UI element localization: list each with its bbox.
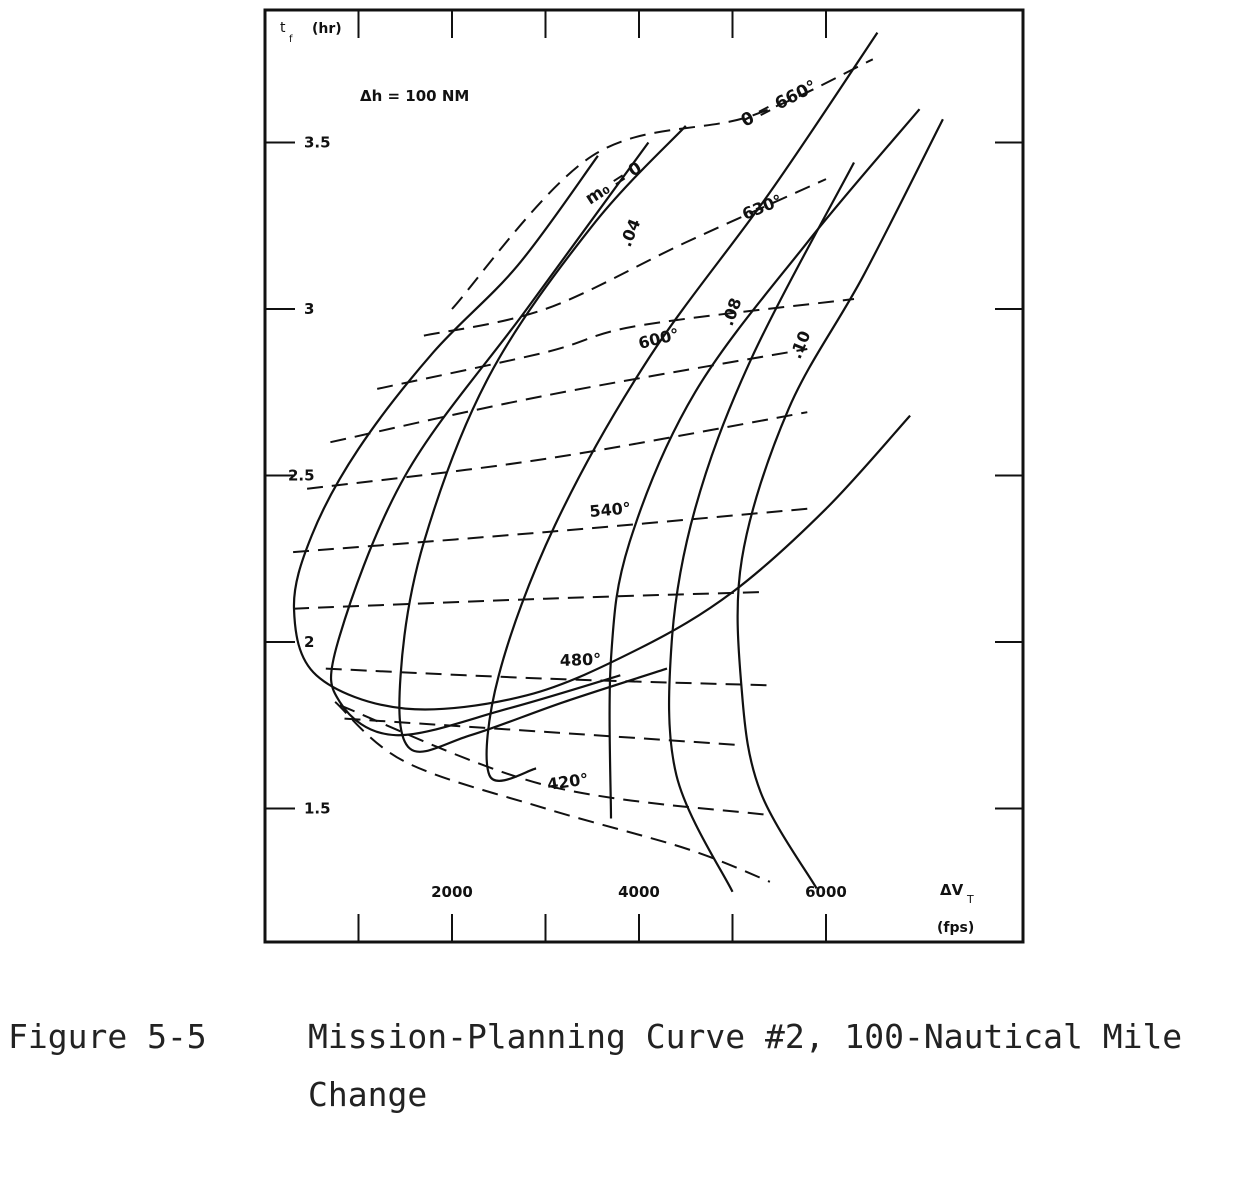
annotation-540: 540° [589,498,632,521]
x-tick-label-0: 2000 [431,883,473,901]
annotation-04: .04 [616,216,644,249]
dashed-curves [293,58,874,883]
solid-series-line-0 [292,155,911,711]
y-axis-unit: (hr) [312,21,342,37]
axis-ticks [265,10,1023,942]
solid-series-line-4 [608,108,921,819]
dashed-series-line-9 [423,178,827,337]
solid-series-line-3 [485,31,879,782]
dashed-series-line-7 [330,348,808,444]
annotation-420: 420° [546,769,590,794]
x-axis-label: ΔV [940,881,964,899]
solid-curves [292,31,944,893]
dashed-series-line-8 [376,298,855,390]
y-tick-label-2: 2.5 [288,467,315,485]
annotation-600: 600° [636,324,681,352]
y-axis-label-sub: f [289,34,293,45]
y-tick-label-0: 1.5 [304,800,331,818]
figure-number: Figure 5-5 [8,1017,207,1056]
solid-series-line-5 [667,161,855,893]
dashed-curves-label: θ = 660° [738,77,820,132]
solid-series-line-6 [736,118,944,889]
solid-series-line-1 [329,141,650,737]
annotation-10: .10 [786,328,814,361]
solid-series-line-2 [398,125,687,753]
chart-canvas: 2000 4000 6000 1.5 2 2.5 3 3.5 t f (hr) ΔV T (f… [263,8,1025,944]
y-tick-label-1: 2 [304,633,314,651]
dashed-series-line-3 [325,667,770,687]
dashed-series-line-2 [344,717,742,747]
dashed-series-line-5 [293,507,808,554]
y-tick-label-4: 3.5 [304,134,331,152]
dashed-series-line-4 [293,591,761,610]
annotation-630: 630° [739,191,785,224]
figure-caption: Figure 5-5 Mission-Planning Curve #2, 10… [8,1008,1182,1182]
condition-label: Δh = 100 NM [360,87,469,105]
x-axis-label-sub: T [966,893,974,906]
tick-labels: 2000 4000 6000 1.5 2 2.5 3 3.5 [288,134,847,902]
dashed-series-line-6 [306,411,808,490]
annotation-08: .08 [718,295,746,328]
annotation-480: 480° [559,650,601,670]
dashed-series-line-10 [451,58,874,310]
dashed-series-line-0 [334,701,771,883]
x-tick-label-1: 4000 [618,883,660,901]
y-tick-label-3: 3 [304,300,314,318]
dashed-series-line-1 [339,704,771,817]
y-axis-label: t [280,20,286,36]
figure-title: Mission-Planning Curve #2, 100-Nautical … [308,1017,1183,1114]
x-axis-unit: (fps) [937,920,974,936]
x-tick-label-2: 6000 [805,883,847,901]
